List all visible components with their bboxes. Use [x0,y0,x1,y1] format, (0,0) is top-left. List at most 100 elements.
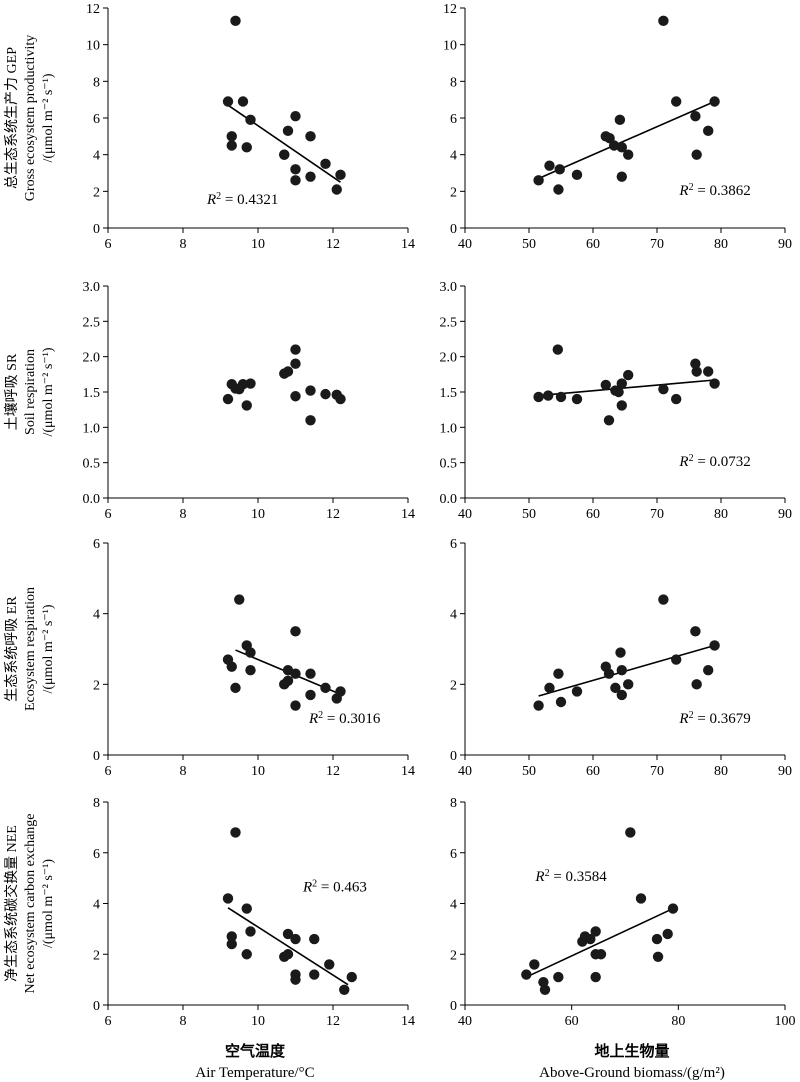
data-point [290,626,301,637]
y-label-chinese: 净生态系统碳交换量 NEE [3,825,20,982]
y-tick-label: 0.0 [83,492,101,507]
data-point [226,661,237,672]
x-tick-label: 60 [586,237,600,252]
data-point [245,378,256,389]
y-label-english: Gross ecosystem productivity [23,35,38,201]
x-tick-label: 12 [326,237,340,252]
y-label-unit: /(μmol m⁻² s⁻¹) [41,73,56,162]
y-tick-label: 2.5 [83,315,101,330]
y-tick-label: 0.0 [440,492,458,507]
y-tick-label: 4 [450,898,457,913]
y-label-english: Soil respiration [23,349,38,435]
data-point [690,626,701,637]
data-point [671,654,682,665]
data-point [703,366,714,377]
data-point [290,933,301,945]
y-tick-label: 2.0 [440,351,458,366]
data-point [282,928,294,940]
data-point [616,400,627,411]
x-tick-label: 8 [180,507,187,522]
data-point [658,383,669,395]
data-point [241,949,252,960]
y-axis-label-3: 生态系统呼吸 ER Ecosystem respiration/(μmol m⁻²… [4,587,56,711]
x-tick-label: 90 [778,507,792,522]
y-tick-label: 0 [93,999,100,1014]
data-point [585,933,596,945]
y-tick-label: 0.5 [440,457,458,472]
data-point [241,142,252,153]
x-tick-label: 14 [401,1014,415,1029]
data-point [603,415,615,426]
y-tick-label: 8 [93,796,100,811]
y-tick-label: 8 [93,75,100,90]
y-tick-label: 2 [450,185,457,200]
data-point [305,131,316,142]
data-point [226,131,237,142]
data-point [690,358,701,369]
data-point [603,668,615,679]
data-point [339,984,350,995]
r-squared-label: R2 = 0.3679 [678,710,750,728]
data-point [690,110,701,122]
data-point [529,959,540,970]
data-point [222,893,234,904]
r-squared-label: R2 = 0.3584 [534,868,607,886]
data-point [623,679,634,690]
data-point [616,378,627,389]
data-point [544,682,555,694]
y-axis-label-1: 总生态系统生产力 GEP Gross ecosystem productivity… [4,35,56,201]
y-tick-label: 8 [450,75,457,90]
y-tick-label: 6 [450,537,457,552]
x-tick-label: 14 [401,237,415,252]
scatter-panel-3: 0.0 0.5 1.0 1.5 2.0 2.5 3.0 6 8 10 12 14 [83,280,416,522]
y-tick-label: 0 [450,999,457,1014]
data-point [237,96,249,107]
data-point [614,114,626,126]
data-point [290,344,301,355]
y-label-english: Net ecosystem carbon exchange [23,814,38,994]
data-point [554,164,565,175]
y-tick-label: 2 [93,678,100,693]
data-point [282,366,294,377]
x-label-chinese: 空气温度 [225,1042,286,1060]
data-point [590,926,601,937]
data-point [544,160,555,171]
y-tick-label: 2 [93,948,100,963]
data-point [309,969,320,980]
x-tick-label: 12 [326,764,340,779]
data-point [234,594,245,605]
data-point [290,668,301,679]
y-label-english: Ecosystem respiration [23,587,38,711]
data-point [651,933,663,945]
regression-line [538,379,715,397]
data-point [671,393,682,405]
scatter-panel-4: 0.0 0.5 1.0 1.5 2.0 2.5 3.0 40 50 60 70 80 90 R2 = 0.… [440,280,793,522]
r-squared-label: R2 = 0.463 [302,878,367,896]
data-point [290,164,301,175]
data-point [241,400,252,411]
y-tick-label: 6 [450,847,457,862]
x-tick-label: 8 [180,237,187,252]
data-point [691,679,702,690]
data-point [552,344,563,355]
data-point [290,110,301,122]
data-point [616,142,627,153]
data-point [279,149,290,160]
data-point [662,928,673,940]
regression-line [525,907,674,978]
data-point [320,682,331,694]
data-point [230,682,241,694]
x-tick-label: 80 [714,237,728,252]
data-point [346,971,357,983]
x-tick-label: 50 [522,764,536,779]
r-squared-label: R2 = 0.4321 [206,190,278,208]
data-point [237,379,249,390]
data-point [226,938,237,950]
data-point [571,686,583,697]
data-point [703,125,714,137]
data-point [571,169,583,181]
data-point [616,665,627,676]
data-point [615,647,626,658]
data-point [595,949,607,960]
